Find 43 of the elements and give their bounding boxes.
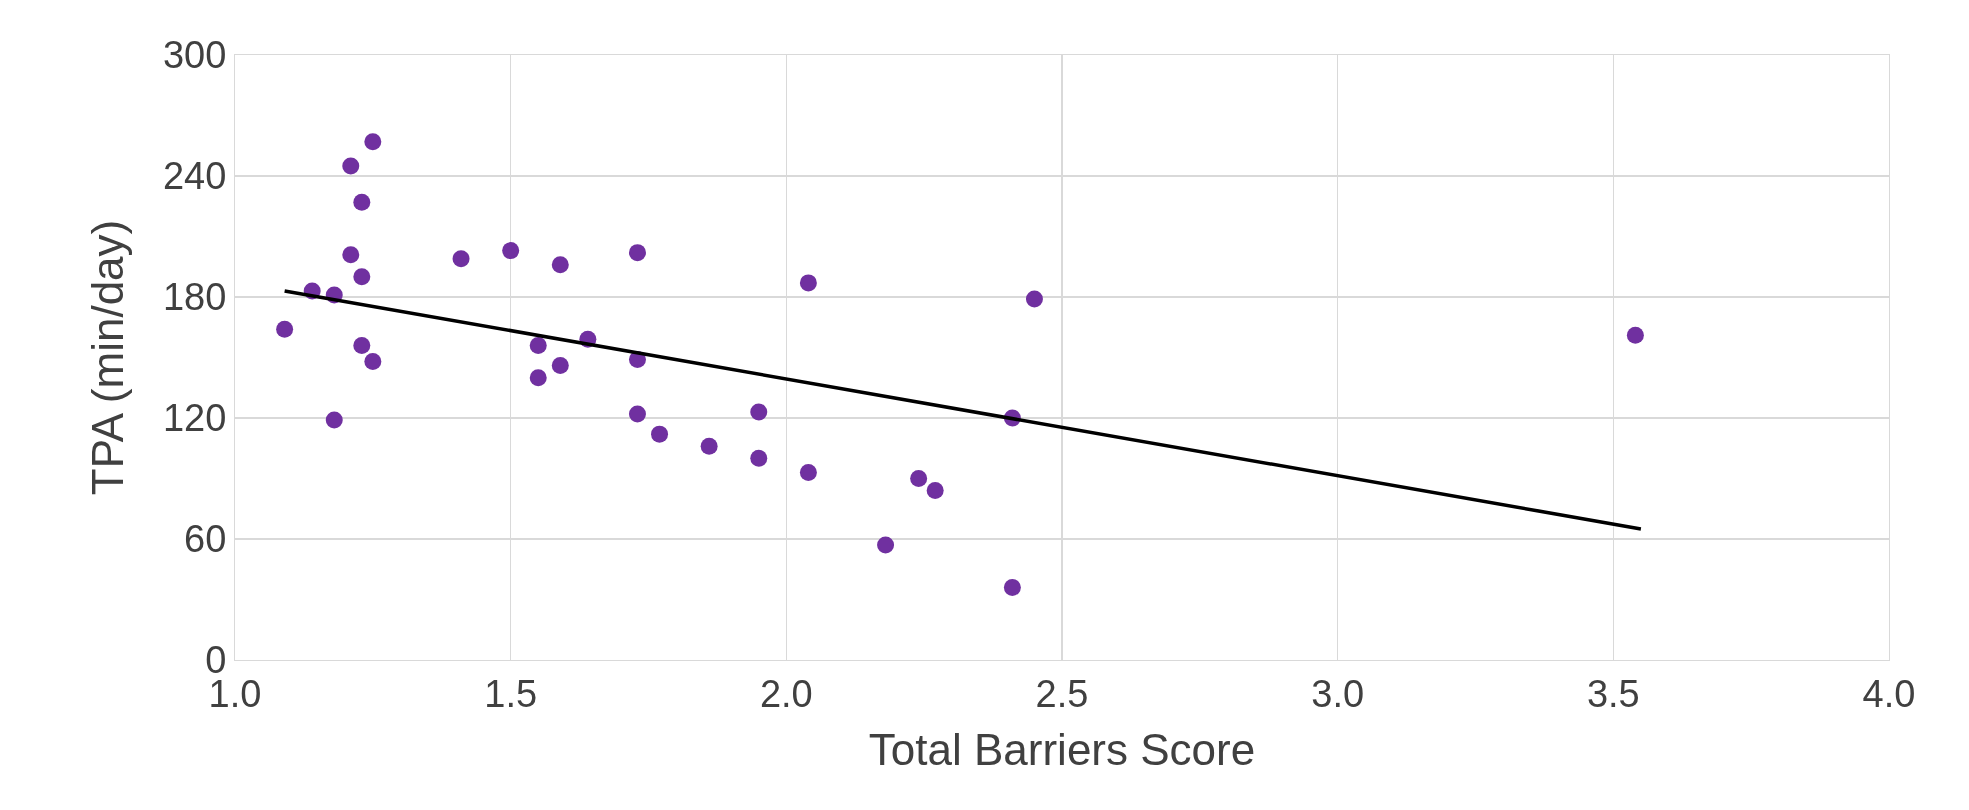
y-tick-label: 240 — [162, 155, 227, 198]
point — [628, 405, 646, 423]
x-tick-label: 2.5 — [1035, 672, 1089, 715]
y-tick-label: 120 — [162, 397, 227, 440]
point — [877, 536, 895, 554]
point — [1025, 290, 1043, 308]
y-tick-label: 300 — [162, 34, 227, 77]
point — [700, 437, 718, 455]
point — [353, 336, 371, 354]
point — [325, 411, 343, 429]
point — [353, 268, 371, 286]
point — [364, 353, 382, 371]
point — [529, 336, 547, 354]
point — [342, 157, 360, 175]
point — [799, 274, 817, 292]
point — [276, 320, 294, 338]
point — [452, 250, 470, 268]
x-tick-label: 1.0 — [208, 672, 262, 715]
point — [529, 369, 547, 387]
y-tick-label: 60 — [184, 518, 227, 561]
y-tick-label: 180 — [162, 276, 227, 319]
point — [1626, 326, 1644, 344]
point — [750, 449, 768, 467]
point — [353, 193, 371, 211]
x-tick-label: 4.0 — [1862, 672, 1916, 715]
point — [926, 482, 944, 500]
point — [1003, 578, 1021, 596]
point — [342, 246, 360, 264]
x-tick-label: 3.0 — [1311, 672, 1365, 715]
point — [551, 256, 569, 274]
point — [750, 403, 768, 421]
point — [364, 133, 382, 151]
point — [502, 242, 520, 260]
point — [628, 244, 646, 262]
x-tick-label: 3.5 — [1586, 672, 1640, 715]
point — [551, 357, 569, 375]
point — [651, 425, 669, 443]
x-tick-label: 1.5 — [484, 672, 538, 715]
y-axis-title: TPA (min/day) — [83, 219, 133, 496]
point — [910, 470, 928, 487]
point — [799, 463, 817, 481]
x-tick-label: 2.0 — [759, 672, 813, 715]
x-axis-title: Total Barriers Score — [868, 724, 1256, 774]
